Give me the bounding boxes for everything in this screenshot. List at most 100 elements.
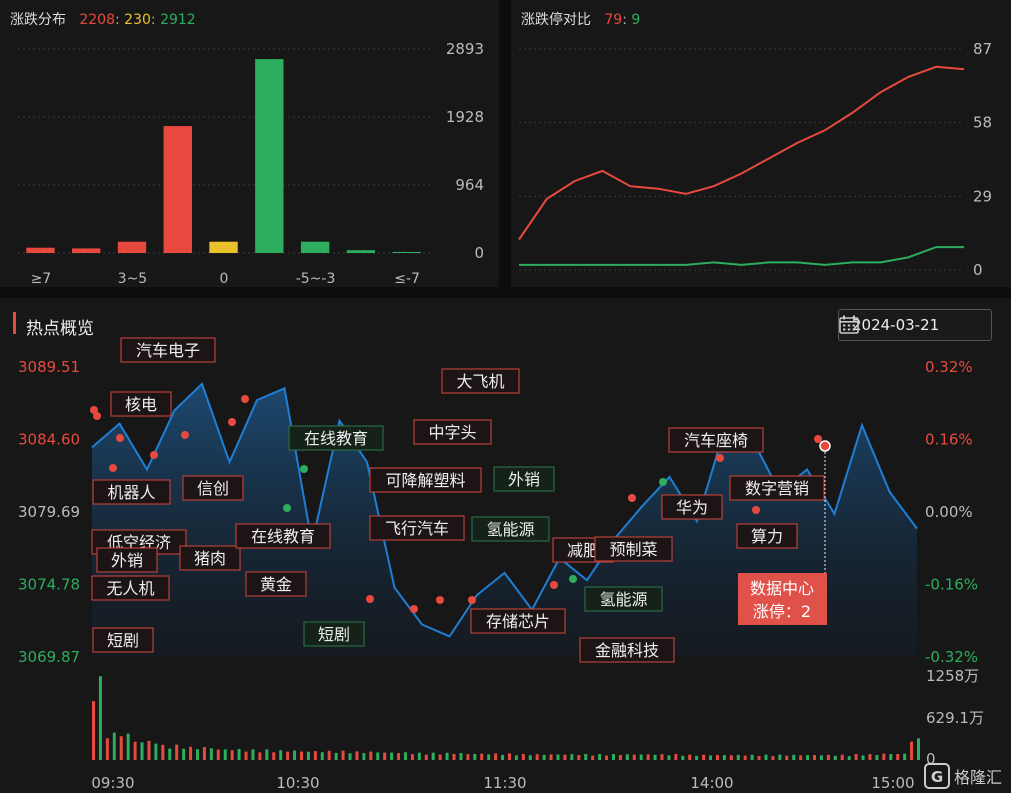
distribution-title: 涨跌分布	[10, 12, 66, 28]
limit-chart: 87 58 29 0	[518, 40, 992, 279]
y-tick-label: 29	[973, 187, 992, 205]
distribution-panel: 涨跌分布 2208: 230: 2912 2893 1928 964 0 ≥7 3~5 0 -…	[0, 0, 499, 287]
y-tick-label: 0	[973, 261, 983, 279]
calendar-icon[interactable]	[839, 315, 859, 334]
volume-bar	[126, 733, 130, 760]
volume-bar	[535, 754, 539, 760]
volume-bar	[147, 740, 151, 760]
bar	[209, 241, 238, 253]
topic-label-text: 飞行汽车	[385, 519, 449, 538]
volume-bar	[168, 748, 172, 760]
volume-bar	[182, 748, 186, 760]
volume-bar	[625, 754, 629, 760]
date-picker[interactable]: 2024-03-21	[838, 309, 992, 341]
volume-bar	[598, 753, 602, 760]
y-tick-label: 964	[455, 176, 484, 194]
volume-bar	[112, 732, 116, 760]
event-dot	[752, 506, 760, 514]
event-dot	[241, 395, 249, 403]
volume-bar	[792, 754, 796, 760]
volume-bar	[570, 754, 574, 760]
topic-label-box	[96, 547, 158, 573]
volume-bar	[431, 752, 435, 760]
topic-label-box	[661, 494, 723, 520]
price-tick-label: 3069.87	[18, 648, 80, 666]
volume-bar	[223, 749, 227, 760]
topic-label-text: 算力	[751, 527, 783, 546]
time-tick-label: 14:00	[690, 774, 733, 792]
topic-label-text: 华为	[676, 498, 708, 517]
topic-label-text: 低空经济	[107, 533, 171, 552]
topic-label-text: 无人机	[106, 579, 154, 598]
volume-bar	[882, 753, 886, 760]
limit-up-count: 79	[604, 12, 623, 28]
time-tick-label: 10:30	[276, 774, 319, 792]
topic-label-box	[235, 523, 331, 549]
sep: :	[115, 12, 120, 28]
event-dot	[300, 465, 308, 473]
y-tick-label: 2893	[446, 40, 484, 58]
event-dot	[109, 464, 117, 472]
volume-bar	[265, 749, 269, 760]
volume-bar	[209, 748, 213, 760]
topic-label-text: 信创	[197, 479, 229, 498]
date-value: 2024-03-21	[852, 316, 940, 334]
volume-bar	[889, 754, 893, 760]
volume-bar	[778, 754, 782, 760]
topic-label-text: 数字营销	[745, 479, 809, 498]
event-dot	[468, 596, 476, 604]
volume-bar	[459, 752, 463, 760]
event-dot	[716, 454, 724, 462]
volume-bar	[216, 749, 220, 760]
volume-bar	[667, 755, 671, 760]
topic-label-text: 在线教育	[251, 527, 315, 546]
volume-bar	[861, 755, 865, 760]
volume-bar	[244, 751, 248, 760]
volume-bar	[819, 755, 823, 760]
topic-label-box	[441, 368, 520, 394]
volume-bar	[390, 752, 394, 760]
topic-label-box	[120, 337, 216, 363]
bar	[72, 248, 101, 253]
volume-bar	[639, 754, 643, 760]
volume-bar	[528, 755, 532, 760]
topic-label-box	[303, 621, 365, 647]
topic-label-text: 外销	[111, 551, 143, 570]
topic-label-box	[182, 475, 244, 501]
topic-label-text: 金融科技	[595, 641, 659, 660]
volume-bar	[306, 751, 310, 760]
volume-bar	[279, 750, 283, 760]
volume-bar	[826, 754, 830, 760]
down-count: 2912	[160, 12, 196, 28]
watermark-logo-icon	[924, 763, 950, 789]
volume-tick-label: 629.1万	[926, 709, 984, 727]
callout-box	[738, 573, 827, 625]
volume-bar	[494, 753, 498, 760]
volume-bar	[445, 752, 449, 760]
time-tick-label: 11:30	[483, 774, 526, 792]
volume-bar	[487, 754, 491, 760]
volume-bar	[757, 756, 761, 760]
volume-bar	[771, 756, 775, 760]
event-dot	[283, 504, 291, 512]
volume-bar	[140, 742, 144, 760]
x-tick-label: -5~-3	[296, 271, 336, 287]
topic-label-box	[594, 536, 673, 562]
price-tick-label: 3079.69	[18, 503, 80, 521]
volume-bar	[195, 749, 199, 760]
volume-bar	[709, 755, 713, 760]
event-dot	[628, 494, 636, 502]
volume-bar	[868, 754, 872, 760]
topic-label-box	[493, 466, 555, 492]
volume-bar	[611, 754, 615, 760]
event-dot	[228, 418, 236, 426]
bar	[26, 247, 55, 253]
y-tick-label: 0	[474, 244, 484, 262]
volume-bar	[715, 754, 719, 760]
volume-bar	[674, 754, 678, 760]
hot-title: 热点概览	[26, 319, 94, 339]
volume-bar	[424, 754, 428, 760]
volume-bar	[251, 749, 255, 760]
volume-bar	[473, 753, 477, 760]
topic-label-box	[729, 475, 825, 501]
